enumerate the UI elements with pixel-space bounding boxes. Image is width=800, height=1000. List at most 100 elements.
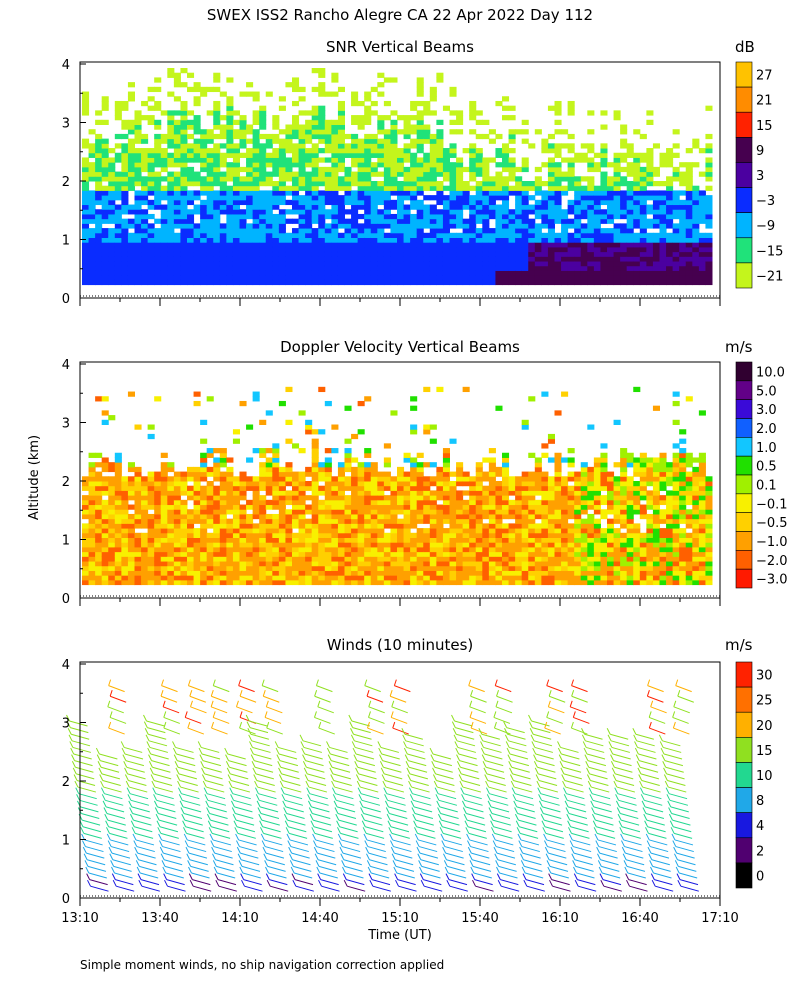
snr-cell — [705, 251, 713, 257]
snr-cell — [370, 275, 378, 281]
snr-cell — [127, 129, 135, 135]
snr-cell — [620, 261, 628, 267]
snr-cell — [593, 166, 601, 173]
snr-cell — [528, 143, 536, 149]
snr-cell — [239, 176, 247, 182]
velocity-cell — [246, 481, 254, 487]
velocity-cell — [127, 532, 135, 538]
snr-cell — [679, 181, 687, 187]
snr-cell — [692, 218, 700, 224]
velocity-cell — [193, 471, 201, 477]
snr-cell — [127, 82, 135, 88]
snr-cell — [147, 213, 155, 220]
y-tick-label: 3 — [62, 117, 70, 132]
snr-cell — [259, 105, 267, 111]
snr-cell — [698, 204, 706, 210]
snr-cell — [685, 171, 693, 177]
velocity-cell — [449, 575, 457, 581]
velocity-cell — [331, 546, 339, 553]
snr-cell — [639, 176, 647, 182]
snr-cell — [108, 190, 116, 196]
snr-cell — [344, 181, 352, 187]
snr-cell — [160, 148, 168, 154]
velocity-cell — [252, 575, 260, 581]
snr-cell — [403, 213, 411, 220]
velocity-cell — [193, 509, 201, 515]
velocity-cell — [141, 513, 149, 520]
snr-cell — [311, 148, 319, 154]
velocity-cell — [292, 471, 300, 477]
velocity-cell — [442, 485, 450, 491]
velocity-cell — [383, 575, 391, 581]
snr-cell — [265, 275, 273, 281]
velocity-cell — [219, 575, 227, 581]
velocity-cell — [534, 457, 542, 463]
velocity-cell — [580, 561, 588, 567]
snr-cell — [370, 223, 378, 229]
snr-cell — [219, 246, 227, 253]
snr-cell — [127, 279, 135, 286]
velocity-cell — [331, 509, 339, 515]
snr-cell — [101, 176, 109, 182]
velocity-cell — [436, 481, 444, 487]
velocity-cell — [357, 523, 365, 529]
snr-cell — [167, 213, 175, 220]
velocity-cell — [311, 523, 319, 529]
snr-cell — [423, 105, 431, 111]
snr-cell — [292, 185, 300, 191]
velocity-cell — [574, 476, 582, 482]
snr-cell — [114, 232, 122, 238]
snr-cell — [488, 157, 496, 163]
velocity-cell — [364, 452, 372, 458]
snr-cell — [226, 133, 234, 140]
snr-cell — [147, 176, 155, 182]
velocity-cell — [127, 513, 135, 520]
snr-cell — [101, 195, 109, 201]
snr-cell — [357, 152, 365, 158]
snr-cell — [226, 232, 234, 238]
snr-cell — [324, 138, 332, 144]
snr-cell — [160, 110, 168, 116]
snr-cell — [672, 279, 680, 286]
velocity-cell — [154, 471, 162, 477]
snr-cell — [613, 256, 621, 262]
velocity-cell — [541, 391, 549, 397]
snr-cell — [108, 228, 116, 234]
snr-cell — [324, 124, 332, 130]
velocity-cell — [521, 518, 529, 524]
snr-cell — [219, 162, 227, 168]
snr-cell — [429, 157, 437, 163]
velocity-cell — [265, 410, 273, 416]
snr-cell — [193, 246, 201, 253]
snr-cell — [213, 105, 221, 111]
snr-cell — [469, 100, 477, 107]
velocity-cell — [397, 495, 405, 501]
snr-cell — [410, 246, 418, 253]
velocity-cell — [495, 542, 503, 548]
snr-cell — [633, 213, 641, 220]
snr-cell — [521, 138, 529, 144]
velocity-cell — [528, 513, 536, 520]
snr-cell — [403, 204, 411, 210]
snr-cell — [278, 275, 286, 281]
snr-cell — [311, 143, 319, 149]
velocity-cell — [541, 476, 549, 482]
snr-cell — [620, 275, 628, 281]
snr-cell — [285, 218, 293, 224]
snr-cell — [488, 185, 496, 191]
velocity-cell — [370, 499, 378, 506]
snr-cell — [626, 162, 634, 168]
velocity-cell — [193, 466, 201, 473]
velocity-cell — [370, 528, 378, 534]
colorbar-label: −15 — [756, 244, 783, 259]
snr-cell — [160, 152, 168, 158]
snr-cell — [449, 204, 457, 210]
velocity-cell — [403, 457, 411, 463]
velocity-cell — [521, 542, 529, 548]
velocity-cell — [200, 457, 208, 463]
snr-cell — [390, 270, 398, 276]
snr-cell — [469, 162, 477, 168]
velocity-cell — [219, 565, 227, 571]
snr-cell — [528, 218, 536, 224]
snr-cell — [88, 152, 96, 158]
